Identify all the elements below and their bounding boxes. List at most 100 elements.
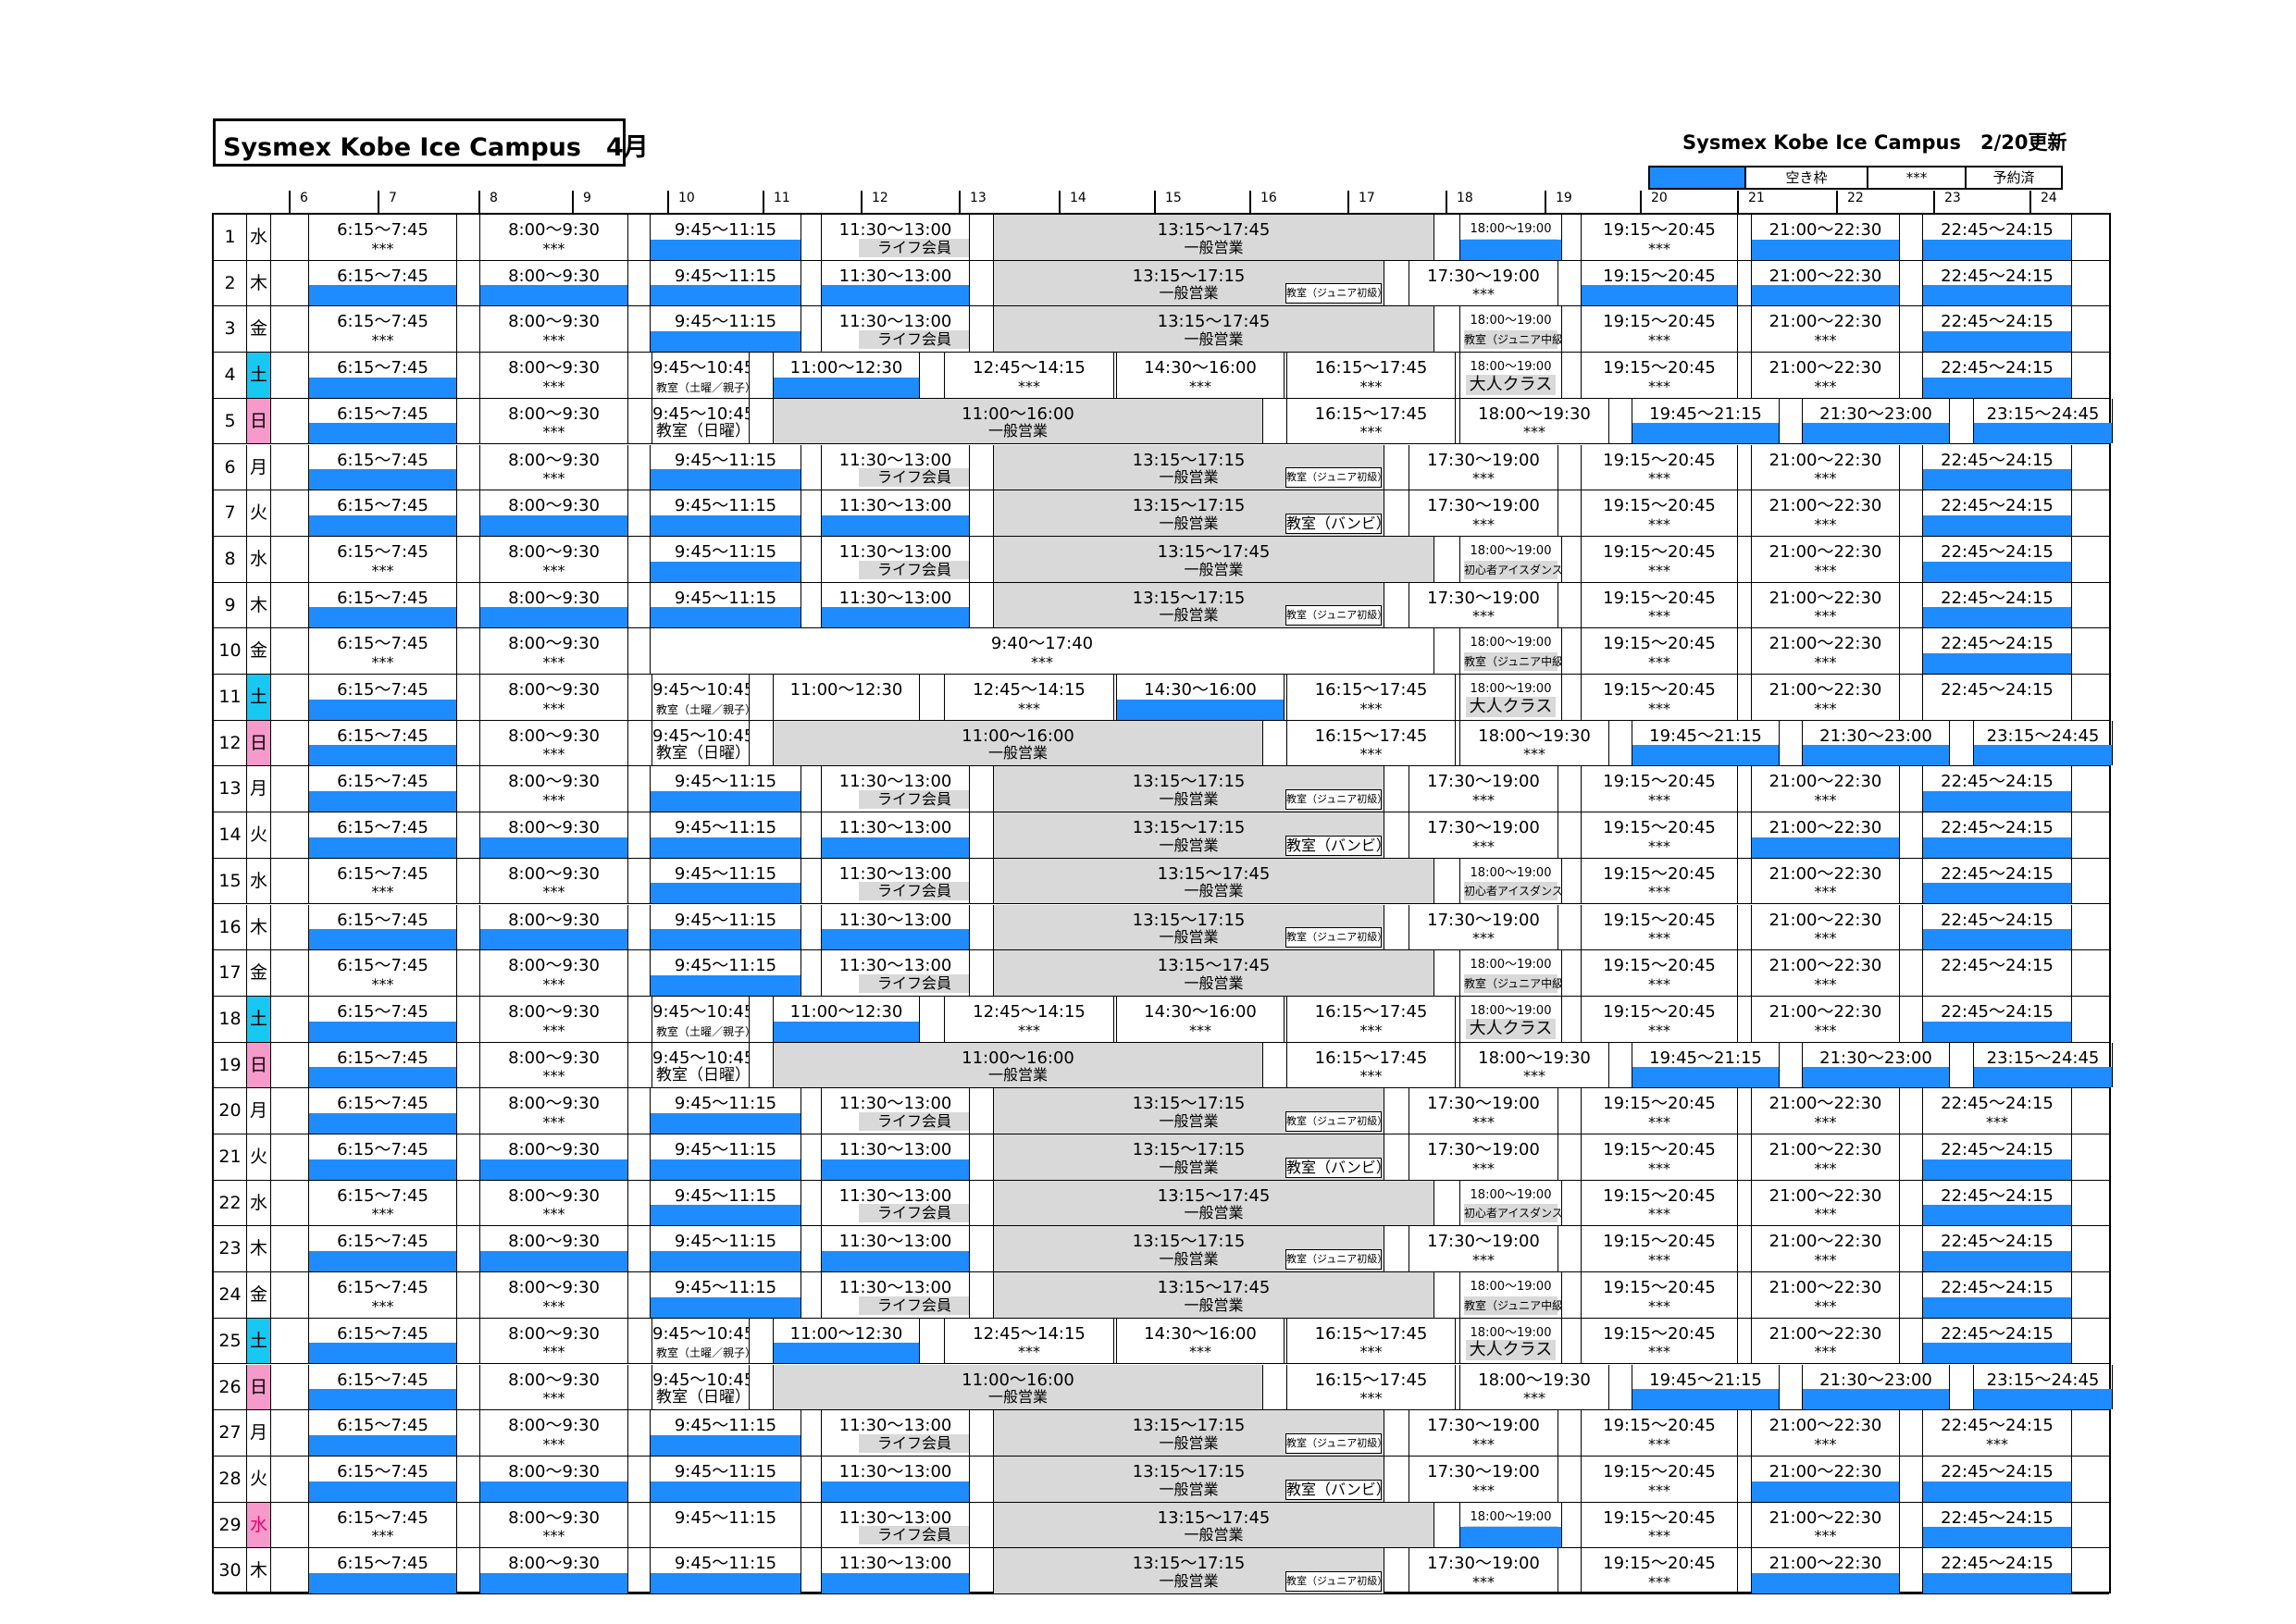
time-slot[interactable]: 19:15〜20:45*** [1581,904,1738,950]
time-slot[interactable]: 6:15〜7:45 *** [308,1180,457,1226]
time-slot[interactable]: 8:00〜9:30 *** [479,444,628,490]
time-slot[interactable]: 9:45〜11:15 [650,1272,801,1318]
time-slot[interactable]: 21:00〜22:30*** [1751,1502,1900,1548]
time-slot[interactable]: 9:45〜11:15 [650,306,801,353]
time-slot[interactable]: 16:15〜17:45 *** [1286,1318,1456,1364]
available-bar[interactable] [1923,1205,2071,1226]
time-slot[interactable]: 12:45〜14:15 *** [944,1318,1114,1364]
available-bar[interactable] [309,469,456,490]
time-slot[interactable]: 22:45〜24:15 [1922,1502,2072,1548]
time-slot[interactable]: 9:45〜11:15 [650,444,801,490]
available-bar[interactable] [822,1481,969,1502]
time-slot[interactable]: 6:15〜7:45 [308,1364,457,1410]
time-slot[interactable]: 11:00〜16:00 一般営業 [773,1364,1263,1410]
time-slot[interactable]: 11:30〜13:00 [821,812,970,858]
time-slot[interactable]: 6:15〜7:45 *** [308,950,457,996]
available-bar[interactable] [822,929,969,950]
time-slot[interactable]: 9:45〜10:45 教室（日曜） [652,1042,750,1088]
time-slot[interactable]: 16:15〜17:45 *** [1286,1364,1456,1410]
time-slot[interactable]: 19:15〜20:45*** [1581,950,1738,996]
time-slot[interactable]: 11:00〜16:00 一般営業 [773,720,1263,766]
time-slot[interactable]: 21:00〜22:30*** [1751,1226,1900,1272]
time-slot[interactable]: 21:00〜22:30*** [1751,215,1900,260]
available-bar[interactable] [480,607,627,628]
available-bar[interactable] [651,1251,800,1272]
time-slot[interactable]: 13:15〜17:15 一般営業 教室（ジュニア初級） [993,1088,1384,1134]
time-slot[interactable]: 9:45〜11:15 [650,1134,801,1180]
time-slot[interactable]: 8:00〜9:30 [479,260,628,306]
time-slot[interactable]: 9:45〜10:45 教室（日曜） [652,1364,750,1410]
available-bar[interactable] [480,1481,627,1502]
time-slot[interactable]: 18:00〜19:30 *** [1459,720,1609,766]
available-bar[interactable] [309,1067,456,1088]
time-slot[interactable]: 13:15〜17:45 一般営業 [993,1502,1434,1548]
time-slot[interactable]: 9:45〜11:15 [650,260,801,306]
time-slot[interactable]: 23:15〜24:45 [1973,1364,2113,1410]
time-slot[interactable]: 11:30〜13:00 ライフ会員 [821,766,970,812]
time-slot[interactable]: 23:15〜24:45 [1973,720,2113,766]
time-slot[interactable]: 11:00〜12:30 [773,675,920,720]
available-bar[interactable] [1632,423,1779,444]
available-bar[interactable] [309,607,456,628]
available-bar[interactable] [822,1159,969,1180]
time-slot[interactable]: 9:45〜11:15 [650,490,801,536]
time-slot[interactable]: 8:00〜9:30 [479,582,628,628]
time-slot[interactable]: 8:00〜9:30 *** [479,1364,628,1410]
time-slot[interactable]: 21:00〜22:30*** [1751,1272,1900,1318]
time-slot[interactable]: 9:45〜11:15 [650,1180,801,1226]
available-bar[interactable] [309,1343,456,1364]
time-slot[interactable]: 17:30〜19:00 *** [1409,766,1558,812]
time-slot[interactable]: 12:45〜14:15 *** [944,996,1114,1042]
time-slot[interactable]: 22:45〜24:15 [1922,260,2072,306]
available-bar[interactable] [1923,285,2071,306]
time-slot[interactable]: 19:15〜20:45*** [1581,1272,1738,1318]
time-slot[interactable]: 18:00〜19:00 大人クラス [1459,353,1562,398]
available-bar[interactable] [309,1389,456,1410]
available-bar[interactable] [480,1159,627,1180]
time-slot[interactable]: 21:00〜22:30*** [1751,490,1900,536]
time-slot[interactable]: 13:15〜17:15 一般営業 教室（バンビ） [993,812,1384,858]
time-slot[interactable]: 6:15〜7:45 [308,812,457,858]
time-slot[interactable]: 19:15〜20:45*** [1581,1088,1738,1134]
time-slot[interactable]: 21:30〜23:00 [1802,398,1950,444]
time-slot[interactable]: 22:45〜24:15*** [1922,1088,2072,1134]
time-slot[interactable]: 16:15〜17:45 *** [1286,1042,1456,1088]
available-bar[interactable] [1582,285,1737,306]
time-slot[interactable]: 19:15〜20:45*** [1581,812,1738,858]
time-slot[interactable]: 13:15〜17:15 一般営業 教室（バンビ） [993,1134,1384,1180]
time-slot[interactable]: 22:45〜24:15 [1922,812,2072,858]
available-bar[interactable] [1923,652,2071,674]
time-slot[interactable]: 14:30〜16:00*** [1116,675,1285,720]
time-slot[interactable]: 9:45〜11:15 [650,1456,801,1502]
time-slot[interactable]: 22:45〜24:15 [1922,1456,2072,1502]
available-bar[interactable] [480,929,627,950]
time-slot[interactable]: 6:15〜7:45 [308,1134,457,1180]
time-slot[interactable]: 9:45〜10:45 教室（土曜／親子） [652,996,750,1042]
time-slot[interactable]: 17:30〜19:00 *** [1409,582,1558,628]
time-slot[interactable]: 21:00〜22:30*** [1751,444,1900,490]
time-slot[interactable]: 22:45〜24:15 [1922,904,2072,950]
time-slot[interactable]: 11:00〜16:00 一般営業 [773,398,1263,444]
time-slot[interactable]: 21:00〜22:30*** [1751,1318,1900,1364]
available-bar[interactable] [774,377,919,398]
available-bar[interactable] [309,1112,456,1134]
time-slot[interactable]: 11:30〜13:00 [821,1226,970,1272]
time-slot[interactable]: 11:30〜13:00 [821,904,970,950]
time-slot[interactable]: 14:30〜16:00*** [1116,1318,1285,1364]
available-bar[interactable] [309,1572,456,1593]
time-slot[interactable]: 6:15〜7:45 [308,353,457,398]
time-slot[interactable]: 8:00〜9:30 *** [479,858,628,904]
available-bar[interactable] [309,699,456,720]
time-slot[interactable]: 11:30〜13:00 ライフ会員 [821,1272,970,1318]
time-slot[interactable]: 11:00〜16:00 一般営業 [773,1042,1263,1088]
time-slot[interactable]: 9:45〜11:15 [650,766,801,812]
available-bar[interactable] [1923,1021,2071,1042]
time-slot[interactable]: 21:00〜22:30*** [1751,812,1900,858]
available-bar[interactable] [1923,469,2071,490]
time-slot[interactable]: 8:00〜9:30 [479,1548,628,1593]
available-bar[interactable] [1974,1389,2112,1410]
available-bar[interactable] [1632,1389,1779,1410]
available-bar[interactable] [309,1159,456,1180]
